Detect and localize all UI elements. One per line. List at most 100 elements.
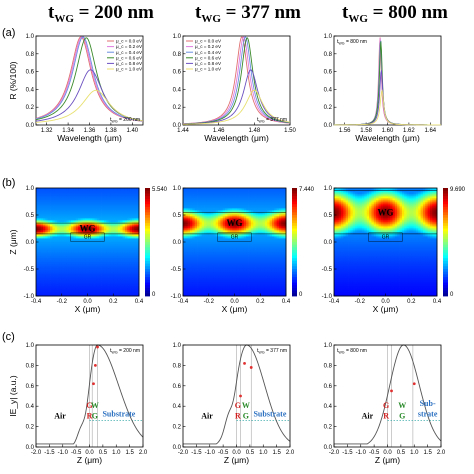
heatmap-cell — [248, 212, 252, 215]
heatmap-cell — [262, 242, 266, 245]
heatmap-cell — [40, 226, 44, 229]
heatmap-cell — [204, 202, 207, 205]
heatmap-cell — [99, 196, 102, 199]
heatmap-cell — [89, 250, 93, 253]
heatmap-cell — [232, 258, 235, 261]
heatmap-cell — [220, 242, 224, 245]
heatmap-cell — [204, 262, 207, 265]
heatmap-cell — [96, 246, 100, 249]
heatmap-cell — [253, 220, 256, 223]
heatmap-cell — [101, 242, 105, 245]
heatmap-cell — [234, 294, 238, 297]
heatmap-cell — [215, 278, 219, 281]
heatmap-cell — [213, 228, 217, 231]
heatmap-cell — [234, 236, 238, 239]
heatmap-cell — [122, 236, 126, 239]
heatmap-cell — [75, 192, 79, 195]
heatmap-cell — [108, 202, 112, 205]
heatmap-cell — [92, 266, 95, 269]
heatmap-cell — [80, 286, 84, 289]
x-tick-label: 1.60 — [382, 128, 394, 134]
heatmap-cell — [78, 292, 81, 295]
heatmap-cell — [260, 194, 263, 197]
heatmap-cell — [106, 236, 109, 239]
heatmap-cell — [73, 228, 77, 231]
heatmap-cell — [45, 240, 49, 243]
heatmap-cell — [227, 258, 231, 261]
heatmap-cell — [206, 248, 210, 251]
heatmap-cell — [239, 248, 242, 251]
heatmap-cell — [131, 228, 135, 231]
heatmap-cell — [54, 234, 58, 237]
heatmap-cell — [239, 258, 242, 261]
heatmap-cell — [50, 284, 53, 287]
colorbar-step — [145, 287, 150, 291]
heatmap-cell — [213, 204, 217, 207]
heatmap-cell — [50, 206, 53, 209]
heatmap-cell — [113, 256, 116, 259]
heatmap-cell — [248, 254, 252, 257]
heatmap-cell — [136, 270, 140, 273]
heatmap-cell — [61, 236, 65, 239]
heatmap-cell — [229, 252, 233, 255]
heatmap-cell — [92, 240, 95, 243]
heatmap-cell — [82, 262, 86, 265]
heatmap-cell — [45, 230, 49, 233]
heatmap-cell — [110, 196, 114, 199]
heatmap-cell — [204, 194, 207, 197]
heatmap-cell — [234, 246, 238, 249]
heatmap-cell — [183, 206, 186, 209]
heatmap-cell — [204, 200, 207, 203]
heatmap-cell — [185, 224, 189, 227]
heatmap-cell — [199, 236, 203, 239]
heatmap-cell — [227, 230, 231, 233]
heatmap-cell — [117, 224, 121, 227]
heatmap-cell — [250, 274, 254, 277]
heatmap-cell — [38, 274, 42, 277]
heatmap-cell — [75, 206, 79, 209]
heatmap-cell — [73, 218, 77, 221]
heatmap-cell — [82, 290, 86, 293]
heatmap-cell — [120, 200, 124, 203]
heatmap-cell — [52, 228, 56, 231]
heatmap-cell — [183, 192, 186, 195]
heatmap-cell — [78, 188, 81, 191]
x-tick-label: 1.48 — [248, 128, 260, 134]
heatmap-cell — [124, 210, 128, 213]
heatmap-cell — [38, 294, 42, 297]
heatmap-cell — [201, 264, 205, 267]
heatmap-cell — [71, 200, 74, 203]
heatmap-cell — [43, 216, 46, 219]
heatmap-cell — [40, 202, 44, 205]
heatmap-cell — [192, 210, 196, 213]
heatmap-cell — [129, 230, 133, 233]
heatmap-cell — [80, 198, 84, 201]
heatmap-cell — [73, 270, 77, 273]
heatmap-cell — [248, 242, 252, 245]
heatmap-cell — [117, 198, 121, 201]
heatmap-cell — [96, 284, 100, 287]
heatmap-cell — [36, 212, 39, 215]
heatmap-cell — [106, 256, 109, 259]
heatmap-cell — [264, 292, 268, 295]
heatmap-cell — [225, 260, 228, 263]
heatmap-cell — [241, 286, 245, 289]
heatmap-cell — [122, 278, 126, 281]
heatmap-cell — [260, 234, 263, 237]
heatmap-cell — [197, 248, 200, 251]
heatmap-cell — [229, 222, 233, 225]
heatmap-cell — [101, 264, 105, 267]
heatmap-cell — [73, 292, 77, 295]
heatmap-cell — [106, 204, 109, 207]
heatmap-cell — [115, 238, 119, 241]
heatmap-cell — [257, 274, 261, 277]
heatmap-cell — [82, 244, 86, 247]
heatmap-cell — [246, 200, 249, 203]
heatmap-cell — [197, 274, 200, 277]
heatmap-cell — [257, 206, 261, 209]
heatmap-cell — [92, 190, 95, 193]
heatmap-cell — [197, 256, 200, 259]
heatmap-cell — [262, 290, 266, 293]
heatmap-cell — [248, 208, 252, 211]
heatmap-cell — [89, 244, 93, 247]
